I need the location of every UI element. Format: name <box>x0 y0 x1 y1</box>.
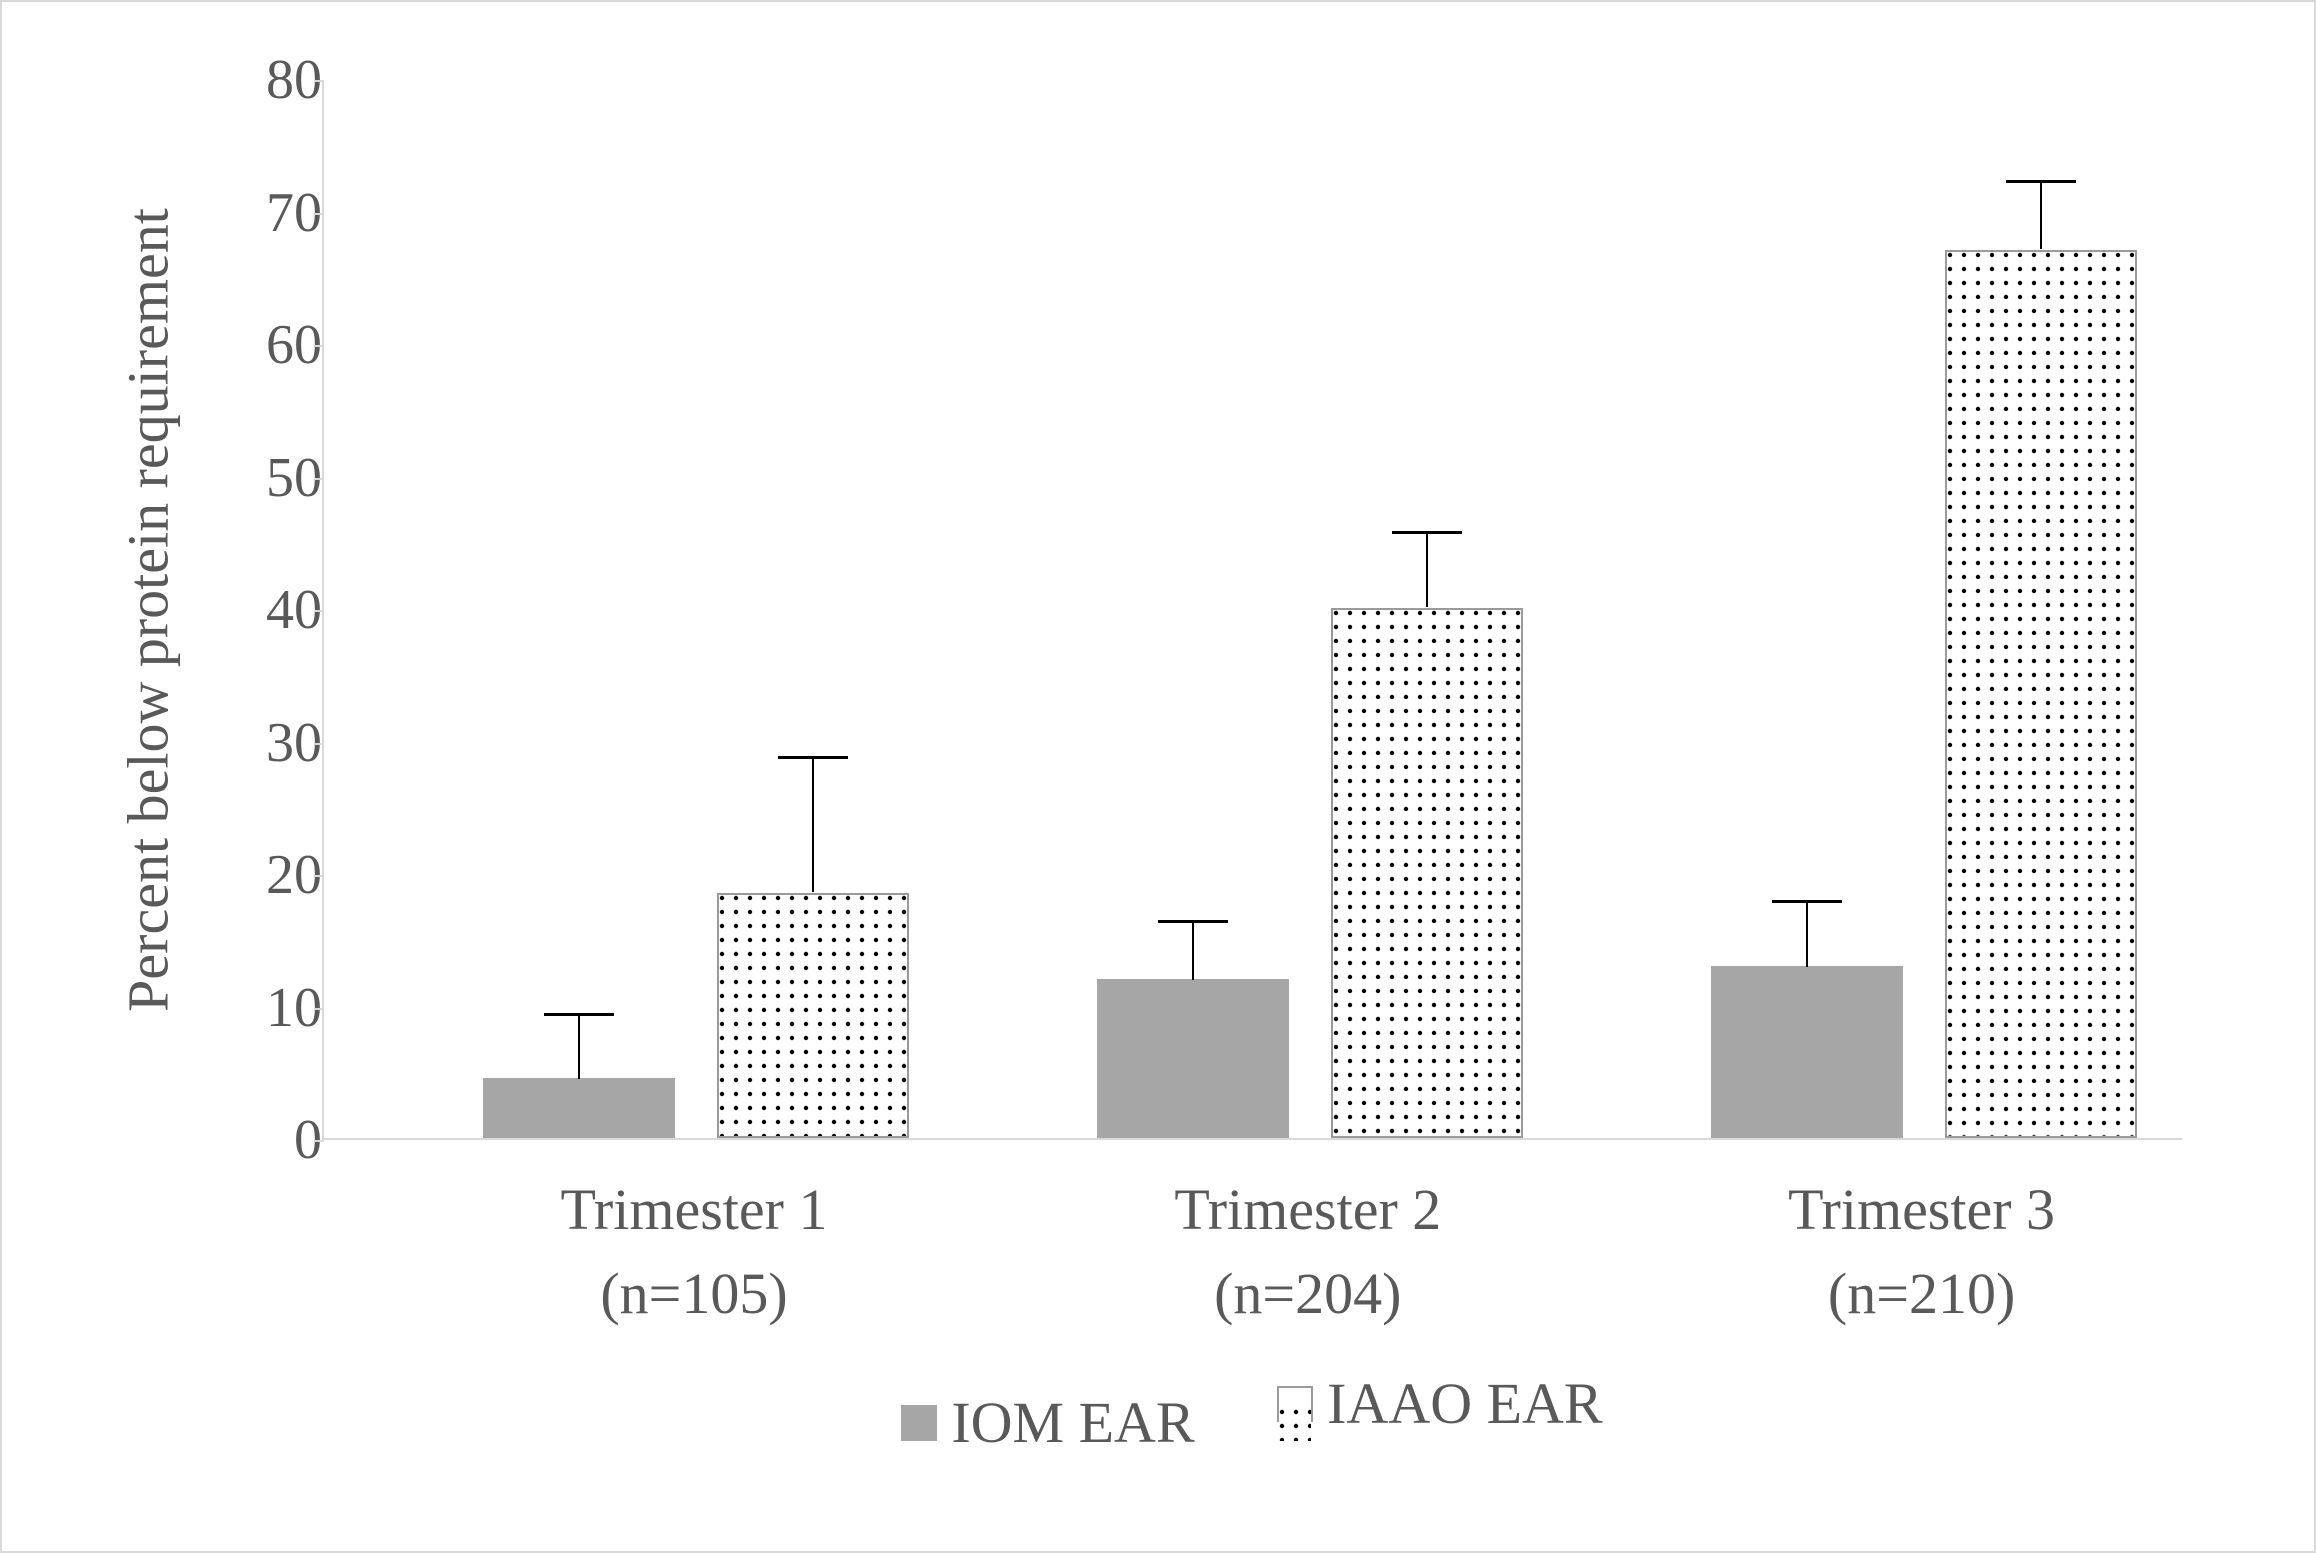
error-cap-lower <box>578 1076 580 1079</box>
error-bar <box>1806 902 1808 966</box>
y-tick-label: 60 <box>232 313 322 377</box>
y-tick-label: 80 <box>232 48 322 112</box>
legend-swatch-iaao <box>1277 1386 1313 1422</box>
bar-iom-t1 <box>483 1078 675 1138</box>
bar-iaao-t1 <box>717 893 909 1138</box>
error-cap <box>544 1013 614 1016</box>
legend-label-iaao: IAAO EAR <box>1327 1370 1602 1437</box>
y-tick-label: 30 <box>232 711 322 775</box>
x-label-t1: Trimester 1 (n=105) <box>561 1168 828 1336</box>
bar-pattern <box>1333 610 1521 1136</box>
legend-item-iaao: IAAO EAR <box>1277 1370 1602 1437</box>
x-label-line2: (n=210) <box>1828 1261 2015 1326</box>
x-label-line2: (n=204) <box>1214 1261 1401 1326</box>
y-tick-mark <box>314 345 324 347</box>
legend: IOM EAR IAAO EAR <box>322 1370 2182 1456</box>
y-axis-label: Percent below protein requirement <box>115 208 182 1012</box>
error-cap <box>778 756 848 759</box>
y-tick-label: 50 <box>232 446 322 510</box>
error-cap-lower <box>1426 604 1428 607</box>
y-tick-mark <box>314 213 324 215</box>
y-tick-mark <box>314 478 324 480</box>
bar-pattern <box>719 895 907 1136</box>
legend-swatch-iom <box>901 1405 937 1441</box>
y-tick-mark <box>314 80 324 82</box>
bar-iaao-t2 <box>1331 608 1523 1138</box>
error-bar <box>2040 182 2042 248</box>
error-bar <box>578 1015 580 1079</box>
error-bar <box>1426 533 1428 606</box>
chart-wrap: Percent below protein requirement 0 10 20 3… <box>112 80 2232 1460</box>
bar-iom-t3 <box>1711 966 1903 1138</box>
y-axis-ticks: 01020304050607080 <box>232 80 322 1140</box>
error-cap-lower <box>1806 964 1808 967</box>
y-tick-mark <box>314 1008 324 1010</box>
plot-area <box>322 80 2182 1140</box>
error-cap-lower <box>2040 246 2042 249</box>
y-tick-mark <box>314 1140 324 1142</box>
error-bar <box>812 758 814 891</box>
bar-iaao-t3 <box>1945 250 2137 1138</box>
error-cap <box>1392 531 1462 534</box>
y-tick-label: 10 <box>232 976 322 1040</box>
x-label-t3: Trimester 3 (n=210) <box>1788 1168 2055 1336</box>
bar-pattern <box>1947 252 2135 1136</box>
error-cap <box>2006 180 2076 183</box>
x-label-line1: Trimester 3 <box>1788 1177 2055 1242</box>
x-label-line2: (n=105) <box>600 1261 787 1326</box>
legend-item-iom: IOM EAR <box>901 1389 1194 1456</box>
error-bar <box>1192 922 1194 979</box>
y-tick-label: 40 <box>232 578 322 642</box>
error-cap <box>1158 920 1228 923</box>
x-label-t2: Trimester 2 (n=204) <box>1174 1168 1441 1336</box>
chart-frame: Percent below protein requirement 0 10 20 3… <box>0 0 2316 1553</box>
x-label-line1: Trimester 2 <box>1174 1177 1441 1242</box>
bar-iom-t2 <box>1097 979 1289 1138</box>
y-tick-label: 0 <box>232 1108 322 1172</box>
y-tick-mark <box>314 610 324 612</box>
y-axis-label-wrap: Percent below protein requirement <box>148 80 208 1140</box>
x-label-line1: Trimester 1 <box>561 1177 828 1242</box>
y-tick-mark <box>314 875 324 877</box>
y-tick-mark <box>314 743 324 745</box>
x-axis-labels: Trimester 1(n=105)Trimester 2(n=204)Trim… <box>322 1168 2182 1368</box>
error-cap-lower <box>1192 977 1194 980</box>
error-cap-lower <box>812 889 814 892</box>
legend-swatch-iaao-pattern <box>1279 1409 1311 1441</box>
y-tick-label: 20 <box>232 843 322 907</box>
error-cap <box>1772 900 1842 903</box>
legend-label-iom: IOM EAR <box>951 1389 1194 1456</box>
y-tick-label: 70 <box>232 181 322 245</box>
